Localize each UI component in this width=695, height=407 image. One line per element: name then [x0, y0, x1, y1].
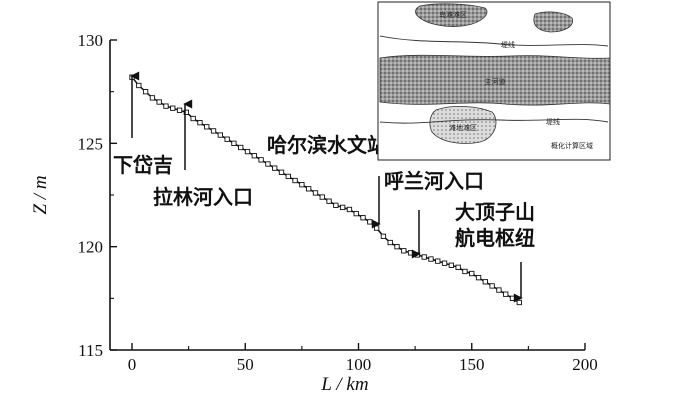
data-point: [489, 283, 495, 289]
data-point: [367, 219, 373, 225]
data-point: [339, 204, 346, 211]
data-point: [516, 299, 522, 306]
y-tick-label: 130: [78, 31, 104, 50]
data-point: [272, 165, 278, 171]
x-tick-label: 0: [128, 355, 137, 374]
inset-lower-dike: [379, 118, 609, 124]
inset-main-channel: [379, 54, 611, 106]
data-point: [441, 260, 448, 266]
data-point: [394, 244, 400, 250]
inset-label-upper-dike: 堤线: [501, 40, 515, 49]
data-point: [462, 268, 468, 275]
y-tick-label: 120: [78, 238, 104, 257]
data-point: [319, 194, 325, 200]
y-tick-label: 115: [78, 341, 103, 360]
inset-label-lower-dike: 堤线: [546, 117, 560, 126]
data-point: [346, 206, 353, 213]
data-point: [469, 270, 475, 277]
data-point: [380, 233, 387, 239]
inset-label-main-channel: 主河道: [485, 77, 506, 86]
inset-top-zone: [415, 3, 488, 27]
data-point: [204, 124, 210, 130]
annotation-label: 大顶子山航电枢纽: [455, 200, 535, 250]
inset-label-island-zone: 滩地滩区: [449, 123, 477, 132]
data-point: [407, 250, 414, 256]
data-point: [190, 115, 196, 122]
data-point: [475, 275, 482, 281]
series-line: [131, 76, 520, 304]
series-group: [129, 74, 522, 306]
annotation-label: 哈尔滨水文站: [267, 133, 387, 157]
data-point: [387, 239, 393, 246]
data-point: [509, 295, 516, 301]
data-point: [496, 287, 502, 293]
annotation-label: 拉林河入口: [153, 185, 253, 209]
data-point: [401, 248, 407, 254]
data-point: [176, 107, 183, 113]
data-point: [360, 215, 366, 221]
data-point: [326, 198, 332, 204]
data-point: [373, 225, 380, 231]
data-point: [448, 262, 455, 268]
inset-label-top-zone: 岛滩滩区: [439, 10, 467, 19]
data-point: [231, 140, 237, 146]
data-point: [136, 82, 142, 89]
data-point: [244, 148, 251, 155]
data-point: [299, 182, 305, 188]
data-point: [292, 177, 298, 184]
data-point: [285, 173, 291, 180]
tick-labels: 0 50 100 150 200 115 120 125 130: [78, 31, 598, 374]
data-point: [217, 132, 223, 138]
annotation-label: 呼兰河入口: [384, 169, 484, 193]
data-point: [455, 264, 461, 270]
inset-upper-dike: [379, 35, 609, 47]
ticks: [110, 39, 586, 351]
data-point: [149, 95, 156, 101]
data-point: [224, 136, 230, 142]
data-point: [238, 144, 244, 151]
data-point: [333, 202, 339, 208]
x-tick-label: 100: [346, 355, 372, 374]
data-point: [156, 99, 162, 105]
y-axis-title: Z / m: [30, 175, 51, 214]
data-point: [503, 291, 509, 297]
data-point: [353, 210, 359, 217]
annotation-label: 下岱吉: [113, 153, 173, 177]
x-tick-label: 50: [237, 355, 254, 374]
data-point: [258, 157, 264, 163]
y-tick-label: 125: [78, 134, 104, 153]
x-axis-title: L / km: [320, 374, 368, 395]
inset-island-zone: [429, 106, 497, 144]
data-point: [210, 128, 217, 134]
inset-map: 岛滩滩区 堤线 主河道 滩地滩区 堤线 概化计算区域: [377, 1, 611, 161]
inset-top-right-zone: [533, 11, 573, 33]
x-tick-label: 150: [459, 355, 485, 374]
data-point: [482, 279, 488, 285]
data-point: [278, 169, 285, 175]
data-point: [312, 190, 319, 196]
inset-caption: 概化计算区域: [551, 141, 593, 150]
data-point: [183, 109, 190, 115]
data-point: [170, 105, 176, 111]
data-point: [251, 153, 257, 159]
data-point: [142, 89, 149, 95]
data-point: [435, 258, 441, 264]
data-point: [265, 161, 271, 167]
data-point: [197, 120, 203, 126]
x-tick-label: 200: [572, 355, 598, 374]
data-point: [421, 254, 427, 260]
data-point: [306, 186, 312, 192]
data-point: [163, 103, 169, 109]
data-point: [428, 256, 434, 262]
